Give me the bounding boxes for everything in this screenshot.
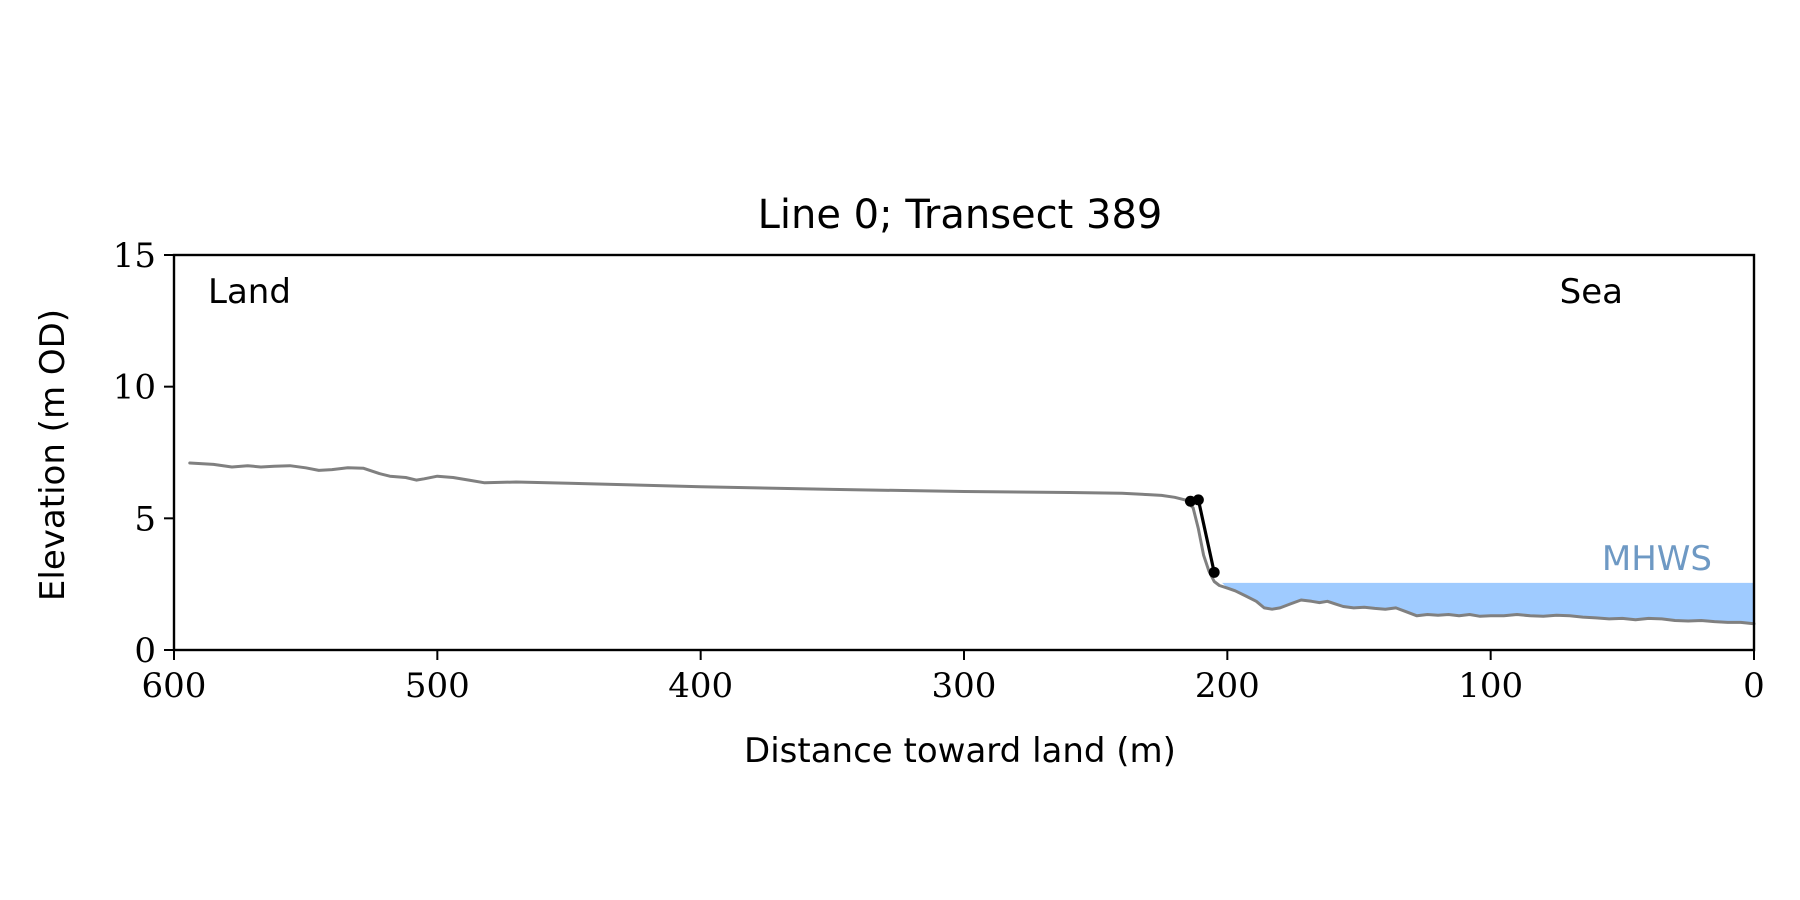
y-tick-label: 10 <box>113 368 156 408</box>
sea-annotation: Sea <box>1560 272 1623 312</box>
y-tick-label: 0 <box>134 631 156 671</box>
x-tick-label: 400 <box>668 666 733 706</box>
cliff-point-marker <box>1192 494 1204 506</box>
mhws-fill-layer <box>1222 582 1754 624</box>
mhws-fill <box>1222 582 1754 624</box>
y-tick-label: 5 <box>134 499 156 539</box>
chart-title: Line 0; Transect 389 <box>758 192 1163 238</box>
x-tick-label: 500 <box>405 666 470 706</box>
series-layer <box>188 461 1756 626</box>
x-tick-label: 100 <box>1458 666 1523 706</box>
x-tick-label: 0 <box>1743 666 1765 706</box>
cliff-point-marker <box>1208 566 1220 578</box>
x-tick-label: 600 <box>142 666 207 706</box>
x-tick-label: 200 <box>1195 666 1260 706</box>
y-axis-label: Elevation (m OD) <box>33 309 73 601</box>
x-tick-label: 300 <box>932 666 997 706</box>
x-axis-label: Distance toward land (m) <box>744 731 1176 771</box>
ground-profile-line <box>188 461 1756 626</box>
y-tick-label: 15 <box>113 236 156 276</box>
land-annotation: Land <box>208 272 291 312</box>
ticks-layer: 600 500 400 300 200 100 0 0 5 10 15 <box>113 236 1765 706</box>
mhws-label: MHWS <box>1602 539 1712 579</box>
